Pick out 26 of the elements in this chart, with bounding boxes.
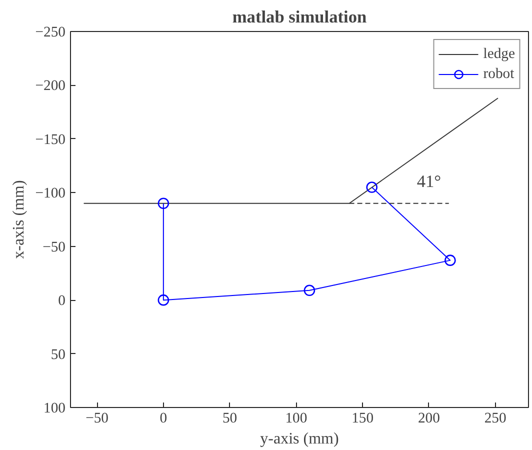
y-tick-label: −50 <box>42 239 66 256</box>
x-tick-label: 250 <box>484 410 506 426</box>
x-tick-label: 100 <box>285 410 308 426</box>
point <box>158 198 170 210</box>
point <box>304 284 316 296</box>
annotation: 41° <box>416 172 442 191</box>
x-tick-label: 150 <box>352 410 374 426</box>
chart-title: matlab simulation <box>232 8 368 26</box>
legend-label: ledge <box>483 46 515 62</box>
y-tick-label: −250 <box>35 24 66 40</box>
x-tick-label: 200 <box>418 410 440 426</box>
x-tick-label: −50 <box>86 410 109 426</box>
x-axis-title: y-axis (mm) <box>260 430 339 448</box>
point <box>158 294 170 306</box>
y-tick-label: −100 <box>35 186 66 202</box>
point <box>444 254 456 266</box>
x-tick-label: 0 <box>160 410 168 426</box>
y-tick-label: −200 <box>35 78 66 94</box>
legend-label: robot <box>483 66 514 82</box>
y-tick-label: 0 <box>58 293 66 310</box>
y-tick-label: −150 <box>35 132 66 148</box>
point <box>366 182 378 193</box>
y-tick-label: 100 <box>44 400 66 416</box>
y-axis-title: x-axis (mm) <box>10 180 28 259</box>
x-tick-label: 50 <box>222 410 238 426</box>
y-tick-label: 50 <box>50 346 66 363</box>
